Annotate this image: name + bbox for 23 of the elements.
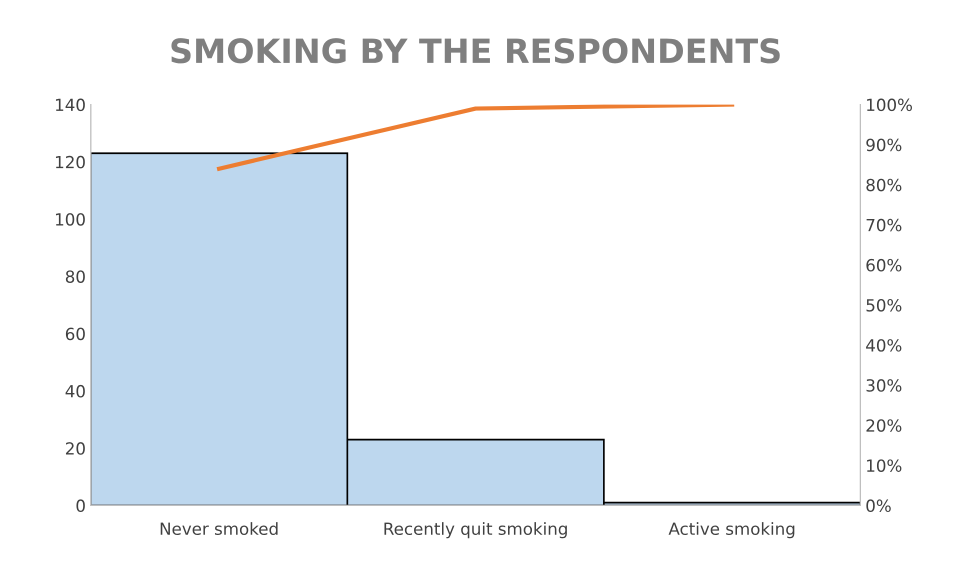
y-tick-label: 120 xyxy=(56,156,85,168)
x-tick-label: Recently quit smoking xyxy=(384,522,567,538)
y2-tick-label: 40% xyxy=(866,339,902,352)
y-tick-label: 40 xyxy=(66,384,85,398)
y2-tick-label: 50% xyxy=(866,298,902,312)
y2-tick-label: 100% xyxy=(867,98,912,112)
y2-tick-label: 90% xyxy=(866,138,902,152)
y2-tick-label: 80% xyxy=(866,178,902,192)
chart-title: SMOKING BY THE RESPONDENTS xyxy=(171,38,780,64)
x-tick-label: Never smoked xyxy=(160,522,278,536)
y2-tick-label: 10% xyxy=(867,459,902,472)
y2-tick-label: 30% xyxy=(866,379,902,392)
y2-tick-label: 0% xyxy=(866,499,891,512)
y-tick-label: 60 xyxy=(66,328,85,340)
y-tick-label: 20 xyxy=(66,442,85,455)
y-tick-label: 140 xyxy=(56,98,85,112)
y2-tick-label: 20% xyxy=(866,419,902,432)
y-tick-label: 80 xyxy=(66,270,85,283)
y-tick-label: 0 xyxy=(76,499,85,512)
x-tick-label: Active smoking xyxy=(668,522,794,538)
y2-tick-label: 60% xyxy=(866,258,902,272)
y2-tick-label: 70% xyxy=(866,218,902,232)
y-tick-label: 100 xyxy=(56,213,85,226)
